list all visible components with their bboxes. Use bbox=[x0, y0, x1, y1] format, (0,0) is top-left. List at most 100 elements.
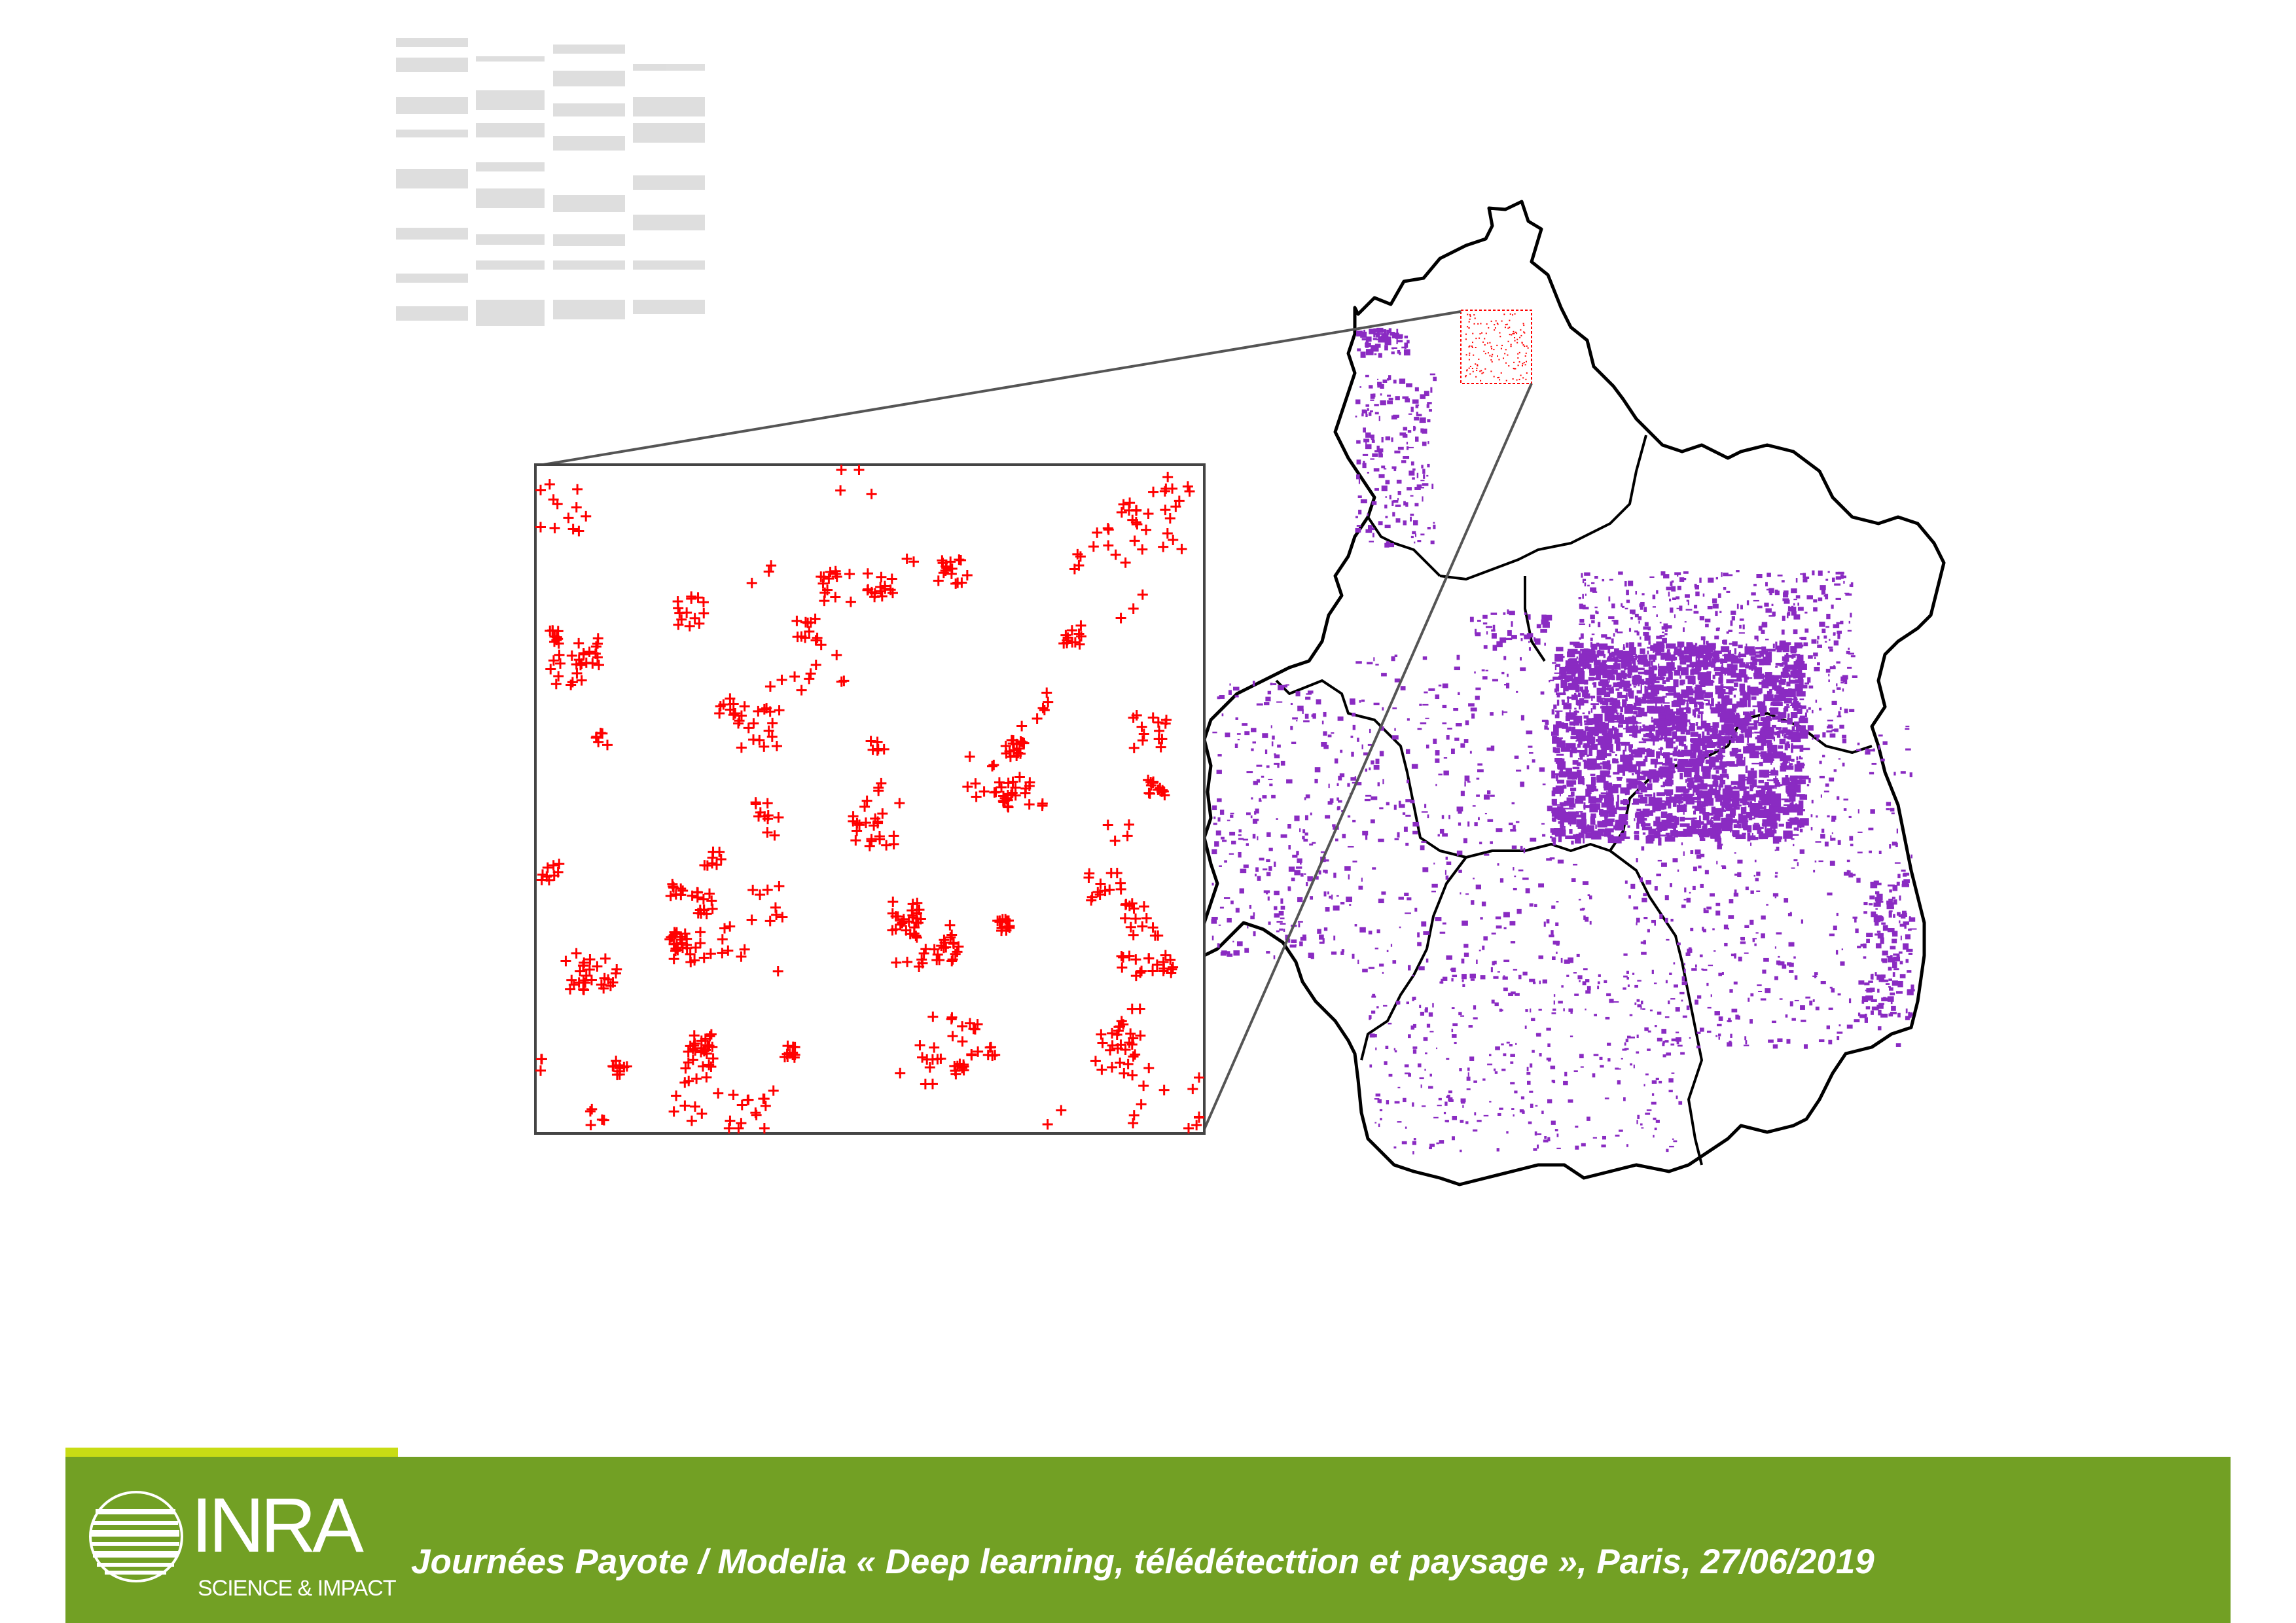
map-patch bbox=[1839, 1024, 1841, 1027]
map-patch bbox=[1602, 731, 1607, 736]
map-patch bbox=[1767, 730, 1772, 735]
map-patch bbox=[1550, 828, 1556, 833]
map-patch bbox=[1710, 707, 1718, 714]
map-patch bbox=[1664, 1016, 1670, 1018]
map-patch bbox=[1574, 836, 1581, 844]
map-patch bbox=[1414, 908, 1418, 912]
map-patch bbox=[1405, 842, 1409, 846]
map-patch bbox=[1742, 624, 1745, 630]
map-patch bbox=[1242, 723, 1248, 726]
map-patch bbox=[1759, 794, 1768, 800]
map-patch bbox=[1816, 736, 1819, 741]
map-patch bbox=[1659, 622, 1662, 624]
map-patch bbox=[1801, 919, 1804, 924]
map-patch bbox=[1789, 654, 1796, 658]
map-patch bbox=[1553, 724, 1559, 732]
map-patch bbox=[1458, 1012, 1462, 1016]
map-patch bbox=[1804, 577, 1810, 579]
map-patch bbox=[1369, 1015, 1372, 1019]
map-patch bbox=[1325, 815, 1331, 819]
map-patch bbox=[1734, 889, 1737, 893]
map-patch bbox=[1297, 705, 1304, 711]
map-patch bbox=[1719, 715, 1726, 722]
map-patch bbox=[1369, 1064, 1372, 1068]
map-patch bbox=[1526, 633, 1534, 638]
map-patch bbox=[1636, 731, 1641, 734]
map-patch bbox=[1681, 724, 1685, 726]
map-patch bbox=[1871, 1007, 1879, 1010]
map-patch bbox=[1639, 787, 1641, 791]
map-patch bbox=[1875, 901, 1884, 903]
map-patch bbox=[1480, 975, 1486, 980]
map-patch bbox=[1404, 1064, 1409, 1067]
map-patch bbox=[1509, 611, 1515, 616]
map-patch bbox=[1745, 765, 1748, 774]
zoom-marker bbox=[1007, 776, 1018, 787]
map-patch bbox=[1524, 612, 1527, 615]
map-patch bbox=[1780, 671, 1784, 676]
map-patch bbox=[1333, 935, 1336, 940]
map-patch bbox=[1849, 709, 1855, 713]
map-patch bbox=[1634, 984, 1638, 988]
map-patch bbox=[1347, 846, 1354, 848]
map-patch bbox=[1231, 840, 1236, 845]
map-patch bbox=[1699, 815, 1701, 823]
map-patch bbox=[1412, 520, 1418, 526]
map-patch bbox=[1307, 690, 1314, 694]
map-patch bbox=[1605, 687, 1611, 690]
map-patch bbox=[1786, 741, 1790, 746]
zoom-marker bbox=[777, 912, 788, 923]
map-patch bbox=[1640, 1123, 1643, 1126]
map-patch bbox=[1706, 820, 1713, 825]
map-patch bbox=[1624, 1048, 1629, 1050]
zoom-source-marker bbox=[1512, 333, 1514, 335]
map-patch bbox=[1670, 607, 1674, 613]
map-patch bbox=[1338, 776, 1342, 781]
map-patch bbox=[1626, 599, 1630, 603]
map-patch bbox=[1333, 872, 1336, 878]
zoom-marker bbox=[772, 966, 783, 977]
map-patch bbox=[1757, 716, 1760, 721]
map-patch bbox=[1451, 967, 1456, 972]
map-patch bbox=[1637, 1115, 1640, 1120]
zoom-marker bbox=[888, 897, 899, 908]
map-patch bbox=[1495, 1046, 1500, 1050]
map-patch bbox=[1312, 713, 1316, 719]
zoom-marker bbox=[887, 925, 898, 936]
map-patch bbox=[1683, 791, 1689, 794]
map-patch bbox=[1489, 1101, 1492, 1103]
map-patch bbox=[1211, 916, 1218, 920]
zoom-source-marker bbox=[1520, 374, 1522, 376]
map-patch bbox=[1469, 1056, 1475, 1061]
map-patch bbox=[1711, 698, 1714, 707]
zoom-marker bbox=[700, 1033, 711, 1044]
map-patch bbox=[1511, 1108, 1515, 1110]
map-patch bbox=[1687, 719, 1691, 722]
map-patch bbox=[1778, 685, 1782, 690]
map-patch bbox=[1410, 535, 1414, 539]
map-patch bbox=[1392, 707, 1397, 709]
map-patch bbox=[1585, 594, 1587, 596]
map-patch bbox=[1633, 751, 1636, 753]
map-patch bbox=[1735, 713, 1740, 716]
map-patch bbox=[1713, 656, 1720, 663]
map-patch bbox=[1705, 692, 1713, 698]
map-patch bbox=[1552, 804, 1562, 806]
map-patch bbox=[1798, 823, 1805, 828]
map-patch bbox=[1664, 800, 1671, 806]
map-patch bbox=[1673, 679, 1679, 688]
map-patch bbox=[1774, 783, 1781, 787]
map-patch bbox=[1558, 1001, 1563, 1004]
zoom-connector-top bbox=[535, 310, 1462, 467]
map-patch bbox=[1720, 671, 1725, 674]
map-patch bbox=[1321, 721, 1324, 724]
zoom-source-marker bbox=[1481, 332, 1483, 334]
map-patch bbox=[1865, 995, 1874, 1001]
map-patch bbox=[1304, 832, 1308, 836]
map-patch bbox=[1613, 721, 1621, 723]
map-patch bbox=[1553, 1000, 1555, 1005]
map-patch bbox=[1551, 808, 1559, 817]
zoom-marker bbox=[1153, 717, 1164, 728]
map-patch bbox=[1788, 688, 1792, 691]
map-patch bbox=[1217, 754, 1222, 757]
